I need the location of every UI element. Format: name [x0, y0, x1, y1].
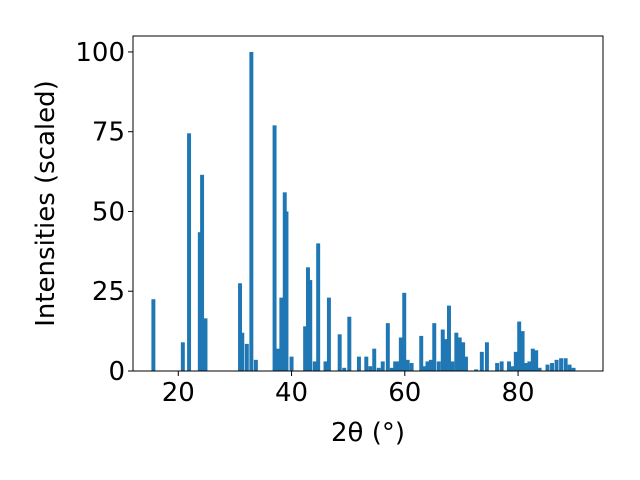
bar [398, 337, 403, 371]
plot-frame [132, 35, 604, 372]
bar [520, 331, 525, 371]
x-tick-label: 60 [388, 378, 421, 408]
bar [559, 358, 564, 371]
bar [187, 133, 192, 371]
bar [436, 361, 441, 371]
bar [446, 305, 451, 371]
bar [244, 343, 249, 371]
y-tick-label: 100 [75, 38, 125, 68]
bar [409, 363, 414, 371]
bar [510, 366, 515, 371]
bar [284, 211, 289, 371]
bar [200, 174, 205, 371]
bar [507, 361, 511, 371]
bar [422, 366, 427, 371]
bar [484, 342, 489, 371]
bar [253, 359, 258, 371]
bar [376, 367, 381, 371]
bar [513, 351, 518, 371]
bar [356, 356, 361, 371]
bar [428, 359, 433, 371]
bar [272, 125, 277, 371]
bar [308, 280, 313, 371]
bar [432, 323, 437, 371]
bar [419, 335, 424, 371]
bar [364, 356, 369, 371]
bar [495, 363, 500, 371]
x-axis-ticks: 20 40 60 80 [162, 371, 535, 408]
bar [527, 361, 532, 371]
bar [180, 342, 185, 371]
y-axis-ticks: 0 25 50 75 100 [75, 38, 133, 387]
bar [279, 297, 284, 371]
y-tick-label: 50 [92, 197, 125, 227]
bar [454, 332, 459, 371]
bar [312, 361, 317, 371]
bar [534, 350, 539, 371]
bar [463, 356, 468, 371]
bar [303, 326, 308, 371]
bar [567, 364, 572, 371]
bar [337, 334, 342, 371]
bar [530, 348, 535, 371]
bar [537, 367, 542, 371]
x-axis-label: 2θ (°) [331, 418, 405, 448]
bars-layer [151, 51, 576, 371]
bar [425, 361, 430, 371]
bar [347, 316, 352, 371]
x-tick-label: 20 [162, 378, 195, 408]
bar [563, 358, 568, 371]
bar [571, 367, 576, 371]
y-tick-label: 25 [92, 277, 125, 307]
x-tick-label: 80 [502, 378, 535, 408]
bar [450, 361, 455, 371]
bar [203, 318, 208, 371]
bar [389, 367, 394, 371]
bar [305, 267, 310, 371]
bar [323, 361, 328, 371]
y-axis-label: Intensities (scaled) [31, 80, 61, 327]
bar [550, 363, 555, 371]
bar [440, 329, 445, 371]
bar [517, 321, 522, 371]
bar [524, 363, 528, 371]
bar [499, 361, 504, 371]
bar [197, 232, 202, 371]
bar [368, 366, 373, 371]
bar [249, 51, 254, 371]
bar [380, 361, 385, 371]
bar [372, 348, 377, 371]
bar [554, 359, 559, 371]
bar [151, 299, 156, 371]
bar [405, 359, 410, 371]
bar [289, 356, 294, 371]
bar [342, 367, 347, 371]
bar [545, 364, 550, 371]
bar [402, 292, 407, 371]
bar [326, 297, 331, 371]
bar [316, 243, 321, 371]
y-tick-label: 0 [108, 357, 125, 387]
bar [444, 339, 449, 371]
bar [393, 361, 398, 371]
x-tick-label: 40 [275, 378, 308, 408]
bar [385, 323, 390, 371]
bar [474, 369, 479, 371]
bar [238, 283, 243, 371]
bar [461, 342, 466, 371]
bar [457, 337, 462, 371]
bar [240, 332, 245, 371]
bar [275, 348, 280, 371]
bar [479, 351, 484, 371]
y-tick-label: 75 [92, 118, 125, 148]
bar [396, 361, 400, 371]
